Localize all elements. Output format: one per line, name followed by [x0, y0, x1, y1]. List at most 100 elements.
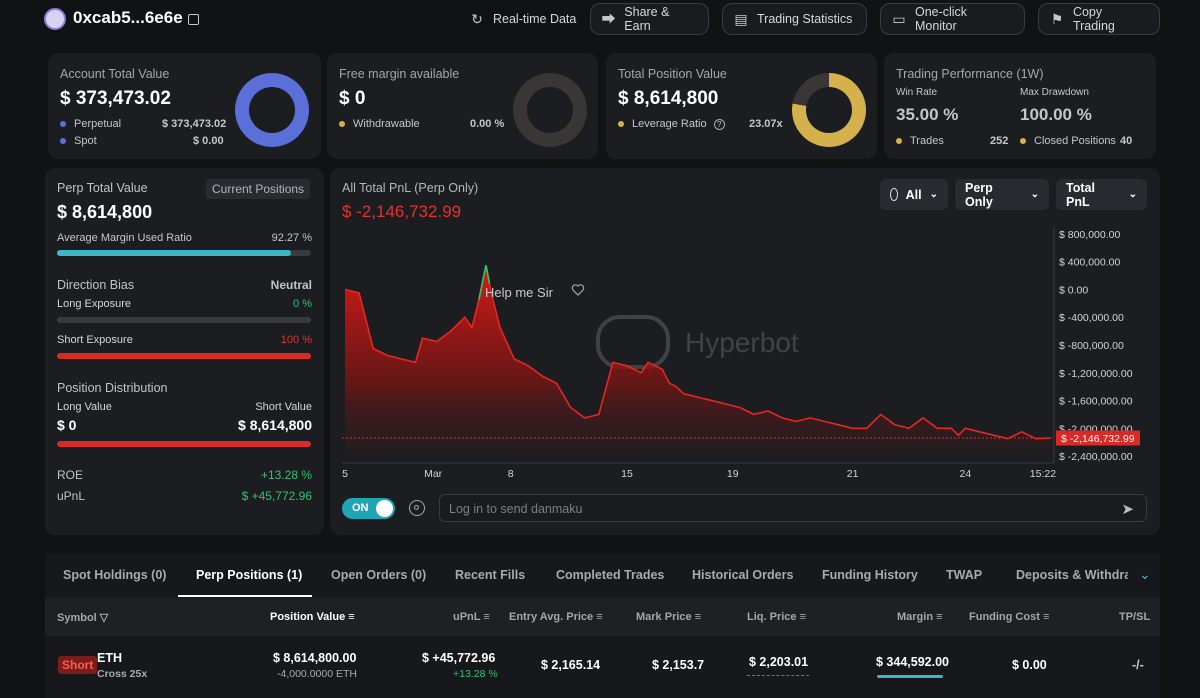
col-symbol[interactable]: Symbol ▽ — [57, 612, 109, 624]
svg-text:$ -2,146,732.99: $ -2,146,732.99 — [1061, 433, 1135, 445]
danmaku-toggle[interactable]: ON — [342, 498, 395, 519]
card-value: $ 8,614,800 — [618, 88, 719, 109]
spot-label: Spot — [60, 135, 97, 147]
tab-historical-orders[interactable]: Historical Orders — [692, 568, 794, 582]
sort-icon: ≡ — [483, 611, 490, 623]
x-tick-label: 21 — [847, 468, 859, 480]
funding-cost: $ 0.00 — [1012, 658, 1047, 672]
tpsl: -/- — [1132, 658, 1144, 672]
sort-icon: ≡ — [596, 611, 603, 623]
button-label: Trading Statistics — [757, 12, 853, 26]
y-tick-label: $ -400,000.00 — [1059, 312, 1124, 324]
copy-trading-icon: ⚑ — [1050, 10, 1064, 27]
perp-total-title: Perp Total Value — [57, 181, 148, 195]
position-size: -4,000.0000 ETH — [277, 668, 357, 680]
spot-value: $ 0.00 — [193, 135, 224, 147]
y-tick-label: $ 0.00 — [1059, 284, 1088, 296]
upnl: $ +45,772.96 — [422, 651, 496, 665]
col-funding-cost[interactable]: Funding Cost ≡ — [969, 611, 1050, 623]
toggle-label: ON — [352, 502, 369, 514]
win-rate-value: 35.00 % — [896, 105, 959, 124]
x-tick-label: 5 — [342, 468, 348, 480]
position-value-card: Total Position Value $ 8,614,800 Leverag… — [606, 53, 877, 159]
col-mark-price[interactable]: Mark Price ≡ — [636, 611, 702, 623]
share-earn-button[interactable]: ⮕ Share & Earn — [590, 3, 709, 35]
long-value-label: Long Value — [57, 401, 112, 413]
toggle-knob — [376, 500, 393, 517]
time-range-dropdown[interactable]: All ⌄ — [880, 179, 948, 210]
col-entry-price[interactable]: Entry Avg. Price ≡ — [509, 611, 603, 623]
col-liq-price[interactable]: Liq. Price ≡ — [747, 611, 807, 623]
y-tick-label: $ 800,000.00 — [1059, 229, 1120, 241]
chevron-down-icon[interactable]: ⌄ — [1139, 566, 1151, 582]
copy-icon[interactable] — [188, 14, 199, 25]
one-click-monitor-button[interactable]: ▭ One-click Monitor — [880, 3, 1025, 35]
chevron-down-icon: ⌄ — [929, 189, 938, 200]
direction-bias-value: Neutral — [270, 278, 312, 292]
x-tick-label: 15 — [621, 468, 633, 480]
x-tick-label: 8 — [508, 468, 514, 480]
symbol[interactable]: ETH — [97, 651, 122, 665]
max-drawdown-label: Max Drawdown — [1020, 87, 1089, 98]
sort-icon: ≡ — [348, 611, 355, 623]
tab-recent-fills[interactable]: Recent Fills — [455, 568, 526, 582]
account-donut-chart — [235, 73, 309, 147]
margin-ratio-bar — [57, 250, 311, 256]
direction-bias-label: Direction Bias — [57, 278, 135, 292]
market-type-dropdown[interactable]: Perp Only ⌄ — [955, 179, 1049, 210]
trading-statistics-button[interactable]: ▤ Trading Statistics — [722, 3, 867, 35]
y-tick-label: $ 400,000.00 — [1059, 257, 1120, 269]
tab-deposits-withdraw[interactable]: Deposits & Withdraw — [1016, 568, 1128, 582]
col-upnl[interactable]: uPnL ≡ — [453, 611, 490, 623]
hyperbot-watermark: Hyperbot — [596, 315, 799, 369]
margin-bar — [877, 675, 943, 678]
pnl-type-dropdown[interactable]: Total PnL ⌄ — [1056, 179, 1147, 210]
current-positions-tag[interactable]: Current Positions — [206, 179, 311, 199]
chart-title: All Total PnL (Perp Only) — [342, 181, 479, 195]
danmaku-input[interactable]: Log in to send danmaku ➤ — [439, 494, 1147, 522]
real-time-data-button[interactable]: ↻ Real-time Data — [459, 3, 588, 35]
tab-open-orders[interactable]: Open Orders (0) — [331, 568, 427, 582]
svg-text:Hyperbot: Hyperbot — [685, 327, 799, 358]
upnl-percent: +13.28 % — [453, 668, 498, 680]
tab-funding-history[interactable]: Funding History — [822, 568, 918, 582]
long-exposure-label: Long Exposure — [57, 298, 131, 310]
tab-spot-holdings[interactable]: Spot Holdings (0) — [63, 568, 167, 582]
position-donut-chart — [792, 73, 866, 147]
margin: $ 344,592.00 — [876, 655, 949, 669]
perpetual-label: Perpetual — [60, 118, 121, 130]
withdrawable-label: Withdrawable — [339, 118, 420, 130]
settings-icon[interactable] — [409, 500, 425, 516]
refresh-icon: ↻ — [471, 10, 483, 27]
clock-icon — [890, 188, 898, 201]
tab-perp-positions[interactable]: Perp Positions (1) — [196, 568, 303, 582]
leverage-label: Leverage Ratio ? — [618, 118, 725, 130]
liq-underline — [747, 675, 809, 676]
dropdown-label: All — [905, 187, 922, 202]
tab-twap[interactable]: TWAP — [946, 568, 983, 582]
monitor-icon: ▭ — [892, 10, 906, 27]
card-title: Account Total Value — [60, 67, 170, 81]
table-header — [45, 598, 1160, 636]
tab-completed-trades[interactable]: Completed Trades — [556, 568, 665, 582]
button-label: Copy Trading — [1072, 5, 1115, 33]
card-value: $ 0 — [339, 88, 366, 109]
col-position-value[interactable]: Position Value ≡ — [270, 611, 355, 623]
short-exposure-value: 100 % — [280, 334, 312, 346]
withdrawable-value: 0.00 % — [470, 118, 505, 130]
col-margin[interactable]: Margin ≡ — [897, 611, 943, 623]
send-icon[interactable]: ➤ — [1121, 501, 1134, 518]
liq-price: $ 2,203.01 — [749, 655, 809, 669]
heart-icon[interactable] — [571, 284, 585, 296]
y-tick-label: $ -1,600,000.00 — [1059, 396, 1133, 408]
position-value: $ 8,614,800.00 — [273, 651, 357, 665]
card-title: Trading Performance (1W) — [896, 67, 1044, 81]
current-value-label — [1056, 430, 1140, 446]
position-distribution-bar — [57, 441, 311, 447]
copy-trading-button[interactable]: ⚑ Copy Trading — [1038, 3, 1160, 35]
closed-positions-label: Closed Positions — [1020, 135, 1116, 147]
long-exposure-value: 0 % — [293, 298, 312, 310]
long-exposure-bar — [57, 317, 311, 323]
x-tick-label: Mar — [424, 468, 443, 480]
table-row[interactable] — [45, 637, 1160, 698]
